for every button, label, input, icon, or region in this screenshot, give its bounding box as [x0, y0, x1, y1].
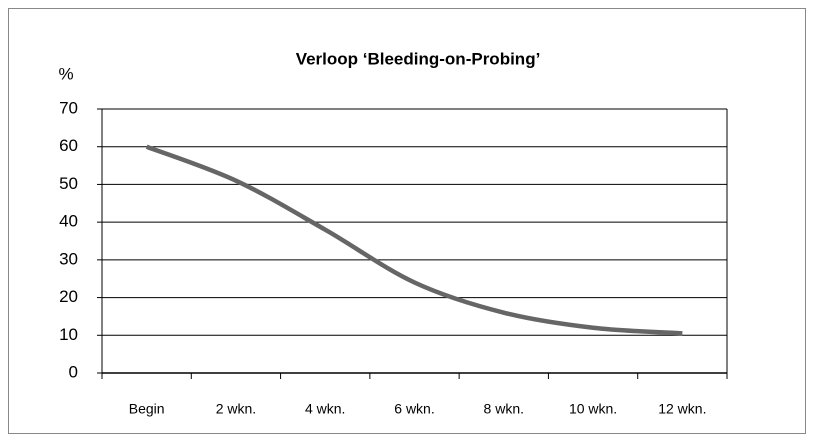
x-tick-label: 4 wkn.: [305, 401, 345, 417]
data-line: [145, 144, 683, 336]
y-tick-label: 60: [59, 136, 78, 155]
y-tick-label: 70: [59, 98, 78, 117]
y-tick-label: 20: [59, 287, 78, 306]
y-tick-label: 50: [59, 174, 78, 193]
y-tick-label: 40: [59, 212, 78, 231]
y-tick-label: 0: [69, 362, 78, 381]
x-tick-label: 2 wkn.: [216, 401, 256, 417]
x-tick-label: Begin: [129, 401, 165, 417]
y-axis-label: %: [58, 64, 73, 83]
x-tick-label: 10 wkn.: [569, 401, 617, 417]
chart-frame: [8, 8, 806, 434]
x-tick-label: 6 wkn.: [394, 401, 434, 417]
x-tick-label: 8 wkn.: [484, 401, 524, 417]
x-tick-label: 12 wkn.: [658, 401, 706, 417]
chart-title: Verloop ‘Bleeding-on-Probing’: [296, 49, 541, 68]
y-tick-label: 30: [59, 249, 78, 268]
y-tick-label: 10: [59, 325, 78, 344]
